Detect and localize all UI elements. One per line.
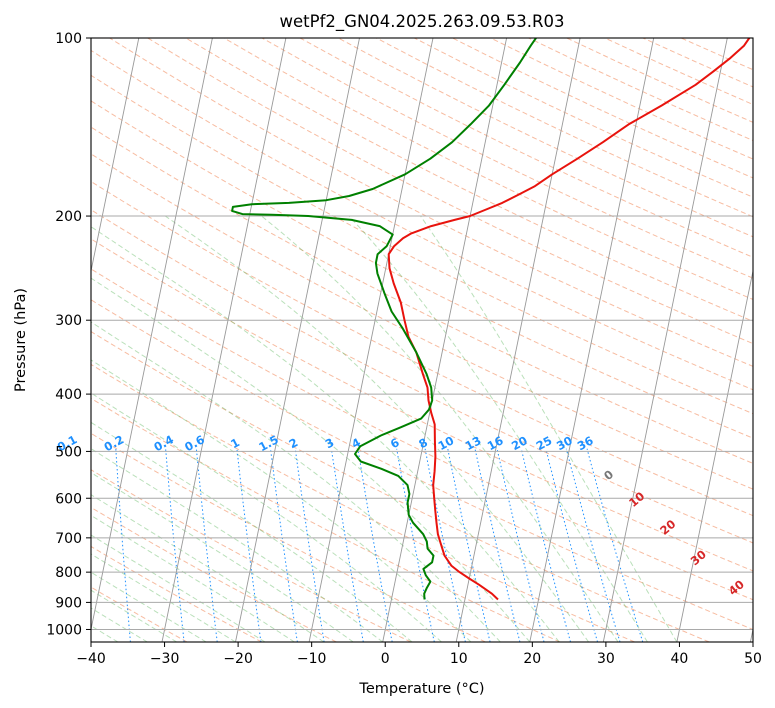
dry-adiabat-line [185,38,753,322]
plot-frame [90,37,754,643]
mixing-ratio-label: 10 [436,433,457,453]
isotherm-gridline [161,38,287,642]
isotherm-gridline [235,38,360,642]
x-tick-label: 30 [597,651,615,667]
dry-adiabat-label: -10 [0,432,3,457]
moist-adiabat-line [91,494,325,642]
moist-adiabat-line [91,589,177,642]
mixing-ratio-line [396,448,435,642]
gridlines [0,38,753,642]
x-tick-label: 50 [744,651,762,667]
dry-adiabat-line [91,209,753,544]
dry-adiabat-line [91,74,753,415]
dewpoint-profile [231,38,537,600]
dry-adiabat-line [91,49,753,391]
y-tick-label: 200 [55,209,82,225]
y-tick-label: 400 [55,387,82,403]
y-tick-label: 700 [55,531,82,547]
y-tick-label: 300 [55,313,82,329]
x-tick-label: 20 [523,651,541,667]
axes: −40 −30 −20 −10 0 10 20 30 40 50 100 200 300 400 500 60… [46,31,762,667]
isotherm-gridline [308,38,434,642]
y-tick-label: 800 [55,565,82,581]
mixing-ratio-label: 30 [554,433,575,453]
isotherm-gridline [455,38,581,642]
moist-adiabat-line [348,215,648,642]
dry-adiabat-line [91,331,710,642]
dry-adiabat-line [147,38,753,345]
isotherm-gridline [676,268,753,642]
dry-adiabat-line [91,268,753,601]
isotherm-gridline [91,38,140,274]
background-lines [91,38,753,642]
x-tick-label: 0 [381,651,390,667]
profiles [231,38,751,601]
isotherm-gridline [382,38,508,642]
chart-title: wetPf2_GN04.2025.263.09.53.R03 [280,12,565,32]
x-tick-label: 40 [670,651,688,667]
isotherm-gridline [749,627,753,642]
x-tick-label: −10 [297,651,327,667]
y-tick-label: 600 [55,491,82,507]
dry-adiabat-line [91,397,561,642]
dry-adiabat-line [91,545,262,642]
moist-adiabat-line [261,215,619,642]
x-tick-label: −20 [223,651,253,667]
mixing-ratio-line [545,448,598,642]
mixing-ratio-label: 36 [575,433,596,453]
isotherm-gridline [0,38,65,642]
mixing-ratio-label: 25 [534,433,555,453]
mixing-ratio-line [330,448,364,642]
dry-adiabat-line [91,180,753,517]
moist-adiabat-line [91,471,354,642]
mixing-ratio-line [520,448,571,642]
isotherm-gridline [529,38,655,642]
moist-adiabat-line [91,421,413,642]
moist-adiabat-line [91,392,442,642]
isotherm-gridline [91,38,213,632]
dry-adiabat-line [91,100,753,439]
dry-adiabat-line [91,153,753,490]
dry-adiabat-line [109,38,753,367]
temperature-profile [387,38,751,601]
isotherm-gridline [602,38,728,642]
mixing-ratio-label: 16 [485,433,506,453]
mixing-ratio-label: 20 [509,433,530,453]
dry-adiabat-line [91,432,486,642]
y-tick-label: 900 [55,595,82,611]
moist-adiabat-line [91,277,531,642]
moist-adiabat-line [91,321,501,642]
mixing-ratio-label: 13 [463,433,484,453]
y-tick-label: 500 [55,444,82,460]
y-tick-label: 100 [55,31,82,47]
x-tick-label: −30 [150,651,180,667]
y-tick-label: 1000 [46,623,82,639]
moist-adiabat-line [420,215,678,642]
x-axis-label: Temperature (°C) [358,681,484,697]
mixing-ratio-line [496,448,545,642]
x-tick-label: −40 [76,651,106,667]
y-axis-label: Pressure (hPa) [13,288,29,392]
mixing-ratio-line [474,448,521,642]
dry-adiabat-line [91,363,635,642]
moist-adiabat-line [91,448,384,642]
mixing-ratio-line [586,448,644,642]
moist-adiabat-line [164,215,590,642]
plot-background [91,38,753,642]
x-tick-label: 10 [450,651,468,667]
dry-adiabat-line [91,506,337,642]
mixing-ratio-line [565,448,621,642]
